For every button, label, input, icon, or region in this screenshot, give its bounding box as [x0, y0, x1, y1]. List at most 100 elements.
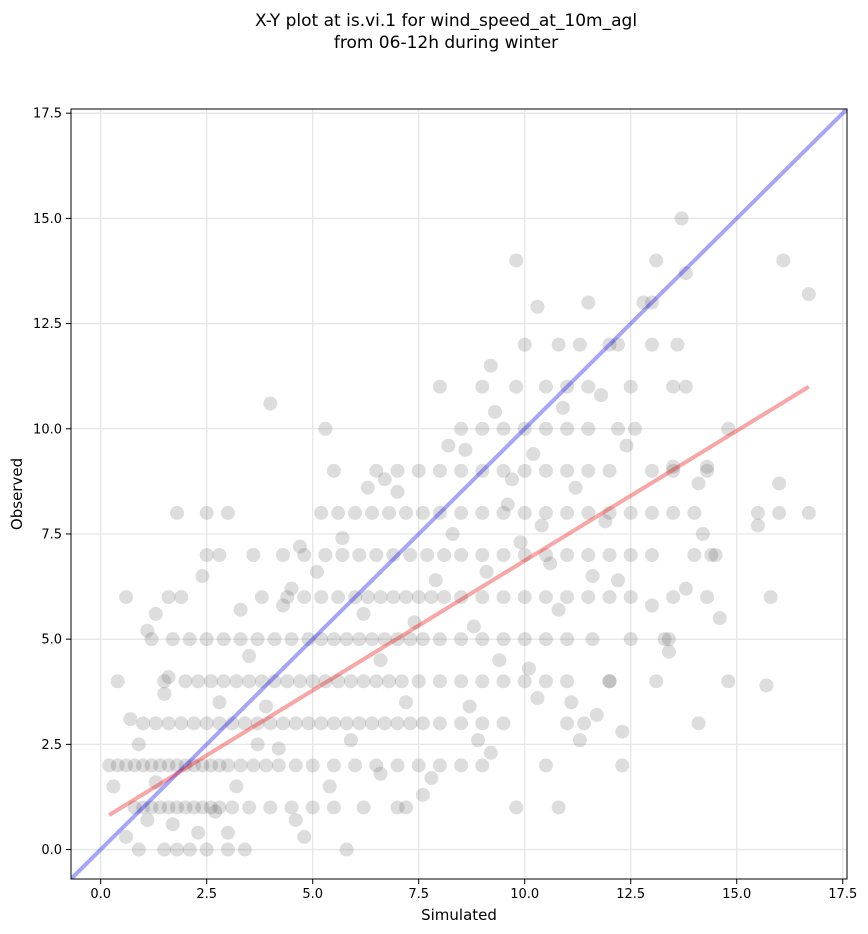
- data-point: [602, 674, 617, 689]
- data-point: [360, 590, 375, 605]
- data-point: [538, 548, 553, 563]
- data-point: [178, 674, 193, 689]
- data-point: [182, 842, 197, 857]
- chart-title-line-2: from 06-12h during winter: [333, 33, 559, 53]
- data-point: [352, 716, 367, 731]
- data-point: [288, 813, 303, 828]
- data-point: [335, 548, 350, 563]
- data-point: [415, 716, 430, 731]
- data-point: [560, 632, 575, 647]
- data-point: [509, 800, 524, 815]
- data-point: [581, 590, 596, 605]
- data-point: [763, 590, 778, 605]
- data-point: [373, 653, 388, 668]
- data-point: [127, 758, 142, 773]
- data-point: [538, 674, 553, 689]
- data-point: [437, 590, 452, 605]
- data-point: [602, 463, 617, 478]
- data-point: [534, 518, 549, 533]
- data-point: [661, 644, 676, 659]
- x-tick-label: 2.5: [196, 887, 217, 902]
- data-point: [674, 211, 689, 226]
- data-point: [441, 438, 456, 453]
- data-point: [284, 581, 299, 596]
- data-point: [271, 758, 286, 773]
- data-point: [331, 590, 346, 605]
- data-point: [284, 632, 299, 647]
- data-point: [276, 548, 291, 563]
- data-point: [551, 800, 566, 815]
- data-point: [301, 716, 316, 731]
- data-point: [644, 598, 659, 613]
- data-point: [644, 337, 659, 352]
- data-point: [483, 358, 498, 373]
- data-point: [191, 825, 206, 840]
- data-point: [216, 632, 231, 647]
- data-point: [343, 674, 358, 689]
- data-point: [119, 590, 134, 605]
- data-point: [165, 817, 180, 832]
- data-point: [186, 758, 201, 773]
- data-point: [348, 590, 363, 605]
- data-point: [708, 548, 723, 563]
- data-point: [517, 337, 532, 352]
- data-point: [475, 674, 490, 689]
- data-point: [496, 674, 511, 689]
- data-point: [454, 505, 469, 520]
- data-point: [602, 590, 617, 605]
- data-point: [199, 632, 214, 647]
- data-point: [475, 590, 490, 605]
- data-point: [530, 691, 545, 706]
- data-point: [644, 295, 659, 310]
- data-point: [386, 590, 401, 605]
- data-point: [475, 421, 490, 436]
- data-point: [432, 505, 447, 520]
- data-point: [589, 707, 604, 722]
- data-point: [246, 758, 261, 773]
- data-point: [165, 632, 180, 647]
- data-point: [369, 758, 384, 773]
- chart-title-line-1: X-Y plot at is.vi.1 for wind_speed_at_10…: [254, 11, 638, 31]
- data-point: [496, 632, 511, 647]
- data-point: [560, 463, 575, 478]
- data-point: [517, 632, 532, 647]
- data-point: [267, 674, 282, 689]
- data-point: [386, 548, 401, 563]
- data-point: [564, 695, 579, 710]
- data-point: [377, 472, 392, 487]
- data-point: [254, 674, 269, 689]
- data-point: [161, 590, 176, 605]
- data-point: [225, 800, 240, 815]
- data-point: [254, 590, 269, 605]
- data-point: [517, 590, 532, 605]
- data-point: [225, 716, 240, 731]
- data-point: [360, 480, 375, 495]
- data-point: [382, 674, 397, 689]
- data-point: [174, 590, 189, 605]
- data-point: [411, 590, 426, 605]
- data-point: [496, 548, 511, 563]
- data-point: [233, 632, 248, 647]
- data-point: [403, 632, 418, 647]
- data-point: [144, 800, 159, 815]
- data-point: [432, 632, 447, 647]
- data-point: [203, 758, 218, 773]
- data-point: [390, 758, 405, 773]
- data-point: [505, 472, 520, 487]
- y-tick-label: 10.0: [33, 422, 62, 437]
- data-point: [666, 459, 681, 474]
- data-point: [704, 548, 719, 563]
- data-point: [161, 800, 176, 815]
- data-point: [195, 569, 210, 584]
- data-point: [644, 505, 659, 520]
- data-point: [157, 686, 172, 701]
- data-point: [127, 800, 142, 815]
- data-point: [666, 379, 681, 394]
- data-point: [271, 741, 286, 756]
- data-point: [144, 758, 159, 773]
- data-point: [644, 463, 659, 478]
- data-point: [560, 674, 575, 689]
- data-point: [454, 421, 469, 436]
- x-tick-label: 17.5: [828, 887, 857, 902]
- data-point: [216, 674, 231, 689]
